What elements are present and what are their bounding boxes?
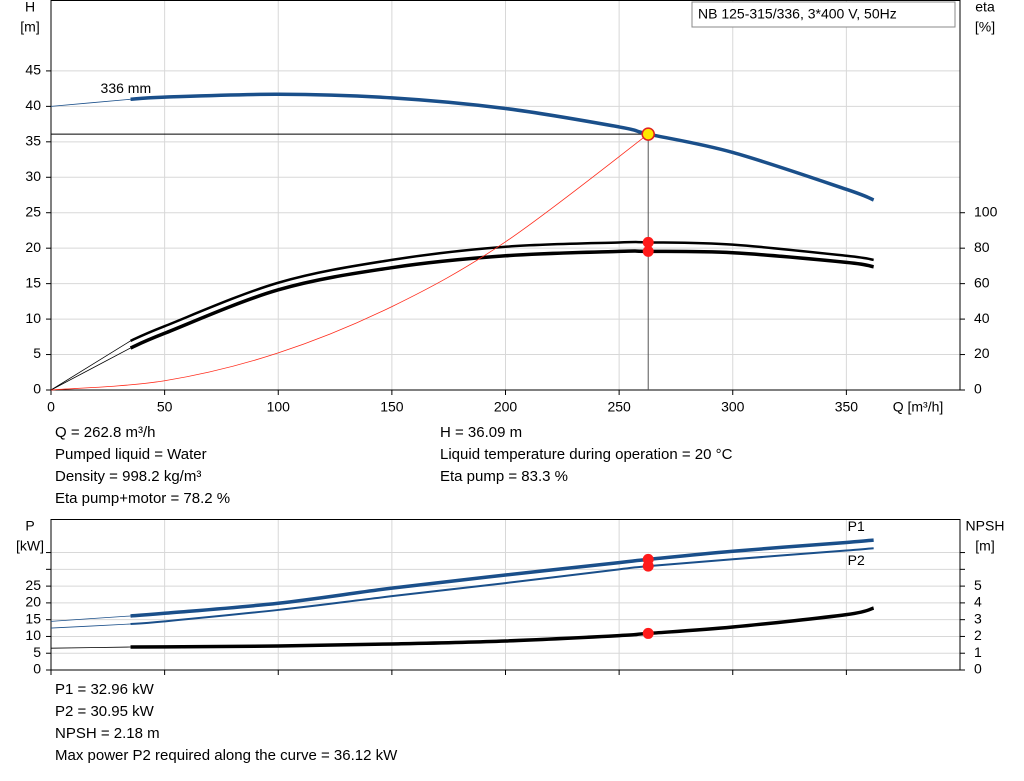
info-text: Density = 998.2 kg/m³	[55, 468, 201, 485]
info-text: P1 = 32.96 kW	[55, 681, 155, 698]
y2-tick-label: 1	[974, 644, 982, 660]
operating-point	[642, 236, 654, 248]
y-tick-label: 20	[25, 239, 41, 255]
y2-tick-label: 0	[974, 381, 982, 397]
system-curve	[50, 133, 649, 391]
y-tick-label: 10	[25, 627, 41, 643]
curve-lead-in	[50, 615, 131, 622]
y-axis-label: P	[25, 518, 34, 534]
x-tick-label: 200	[494, 399, 518, 415]
y-tick-label: 20	[25, 594, 41, 610]
x-axis-label: Q [m³/h]	[893, 399, 944, 415]
y2-axis-label: eta	[975, 0, 995, 15]
x-tick-label: 350	[835, 399, 859, 415]
curve	[130, 92, 875, 202]
x-tick-label: 150	[380, 399, 404, 415]
curve	[130, 538, 874, 618]
y2-tick-label: 80	[974, 239, 990, 255]
operating-point	[642, 560, 654, 572]
curve-lead-in	[50, 347, 131, 391]
series-label: P1	[848, 518, 865, 534]
y-tick-label: 0	[33, 381, 41, 397]
y2-axis-label: [%]	[975, 19, 995, 35]
info-text: Eta pump+motor = 78.2 %	[55, 490, 230, 507]
chart-title: NB 125-315/336, 3*400 V, 50Hz	[698, 6, 897, 22]
y-tick-label: 5	[33, 345, 41, 361]
curve-lead-in	[50, 623, 131, 629]
x-tick-label: 0	[47, 399, 55, 415]
info-text: NPSH = 2.18 m	[55, 725, 160, 742]
x-tick-label: 300	[721, 399, 745, 415]
curve-lead-in	[50, 340, 131, 391]
info-text: Liquid temperature during operation = 20…	[440, 446, 733, 463]
plot-frame	[50, 0, 961, 391]
plot-frame	[50, 519, 961, 671]
curve-lead-in	[50, 646, 131, 649]
info-text: Q = 262.8 m³/h	[55, 424, 155, 441]
curve	[130, 547, 874, 626]
y-tick-label: 10	[25, 310, 41, 326]
info-text: Max power P2 required along the curve = …	[55, 747, 398, 764]
y-tick-label: 45	[25, 62, 41, 78]
y-tick-label: 35	[25, 133, 41, 149]
x-tick-label: 100	[267, 399, 291, 415]
curve	[130, 240, 874, 343]
x-tick-label: 50	[157, 399, 173, 415]
y2-tick-label: 5	[974, 577, 982, 593]
y-axis-label: [kW]	[16, 538, 44, 554]
y-tick-label: 30	[25, 168, 41, 184]
y2-tick-label: 60	[974, 274, 990, 290]
y-tick-label: 40	[25, 97, 41, 113]
curve	[130, 606, 875, 649]
y2-tick-label: 2	[974, 627, 982, 643]
y-tick-label: 25	[25, 203, 41, 219]
info-text: Pumped liquid = Water	[55, 446, 207, 463]
title-box	[691, 1, 956, 28]
y-tick-label: 5	[33, 644, 41, 660]
y-axis-label: [m]	[20, 19, 39, 35]
y2-axis-label: NPSH	[966, 518, 1005, 534]
info-text: Eta pump = 83.3 %	[440, 468, 568, 485]
x-tick-label: 250	[607, 399, 631, 415]
y-tick-label: 0	[33, 661, 41, 677]
y2-tick-label: 0	[974, 661, 982, 677]
curve-lead-in	[50, 98, 131, 107]
y-tick-label: 25	[25, 577, 41, 593]
y-tick-label: 15	[25, 610, 41, 626]
y2-tick-label: 4	[974, 594, 982, 610]
y2-tick-label: 100	[974, 203, 998, 219]
curve	[129, 249, 874, 350]
info-text: P2 = 30.95 kW	[55, 703, 155, 720]
y2-tick-label: 3	[974, 610, 982, 626]
operating-point	[641, 127, 655, 141]
operating-point	[642, 627, 654, 639]
y2-tick-label: 40	[974, 310, 990, 326]
series-label: 336 mm	[101, 80, 152, 96]
y2-axis-label: [m]	[975, 538, 994, 554]
operating-point	[642, 245, 654, 257]
y2-tick-label: 20	[974, 345, 990, 361]
y-axis-label: H	[25, 0, 35, 15]
series-label: P2	[848, 552, 865, 568]
info-text: H = 36.09 m	[440, 424, 522, 441]
y-tick-label: 15	[25, 274, 41, 290]
